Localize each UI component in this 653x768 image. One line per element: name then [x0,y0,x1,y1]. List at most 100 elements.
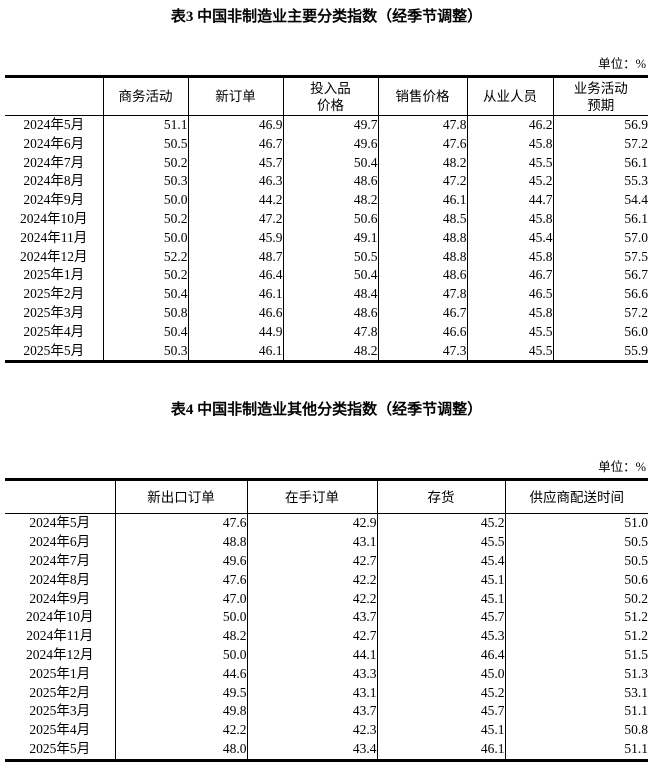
index-value: 45.5 [466,322,553,342]
row-month-label: 2024年10月 [26,609,94,625]
index-value: 49.5 [114,683,247,703]
index-value: 47.6 [114,570,247,590]
index-value: 50.5 [282,247,378,267]
row-month-label: 2024年9月 [29,590,91,606]
index-value: 51.1 [504,702,648,722]
index-value: 56.7 [552,266,648,286]
table-row: 2025年2月 50.4 46.1 48.4 47.8 46.5 56.6 [5,285,648,304]
table-row: 2025年2月 49.5 43.1 45.2 53.1 [5,683,648,703]
table-row: 2024年12月 52.2 48.7 50.5 48.8 45.8 57.5 [5,247,648,267]
column-header: 新订单 [187,76,283,116]
index-value: 47.6 [377,134,467,154]
index-value: 45.3 [376,627,505,646]
index-value: 48.8 [377,228,467,248]
index-value: 45.8 [466,209,553,229]
index-value: 45.4 [376,551,505,571]
row-month-label: 2025年3月 [29,703,91,719]
table-row: 2024年6月 48.8 43.1 45.5 50.5 [5,533,648,552]
index-value: 49.1 [282,228,378,248]
index-value: 54.4 [552,191,648,210]
index-value: 51.2 [504,627,648,646]
index-value: 56.6 [552,285,648,304]
index-value: 55.9 [552,341,648,362]
index-value: 48.2 [377,153,467,173]
column-header: 存货 [376,479,505,515]
index-value: 42.3 [246,721,377,740]
table-row: 2024年8月 47.6 42.2 45.1 50.6 [5,570,648,590]
index-value: 45.7 [187,153,283,173]
row-month-label: 2024年6月 [23,135,85,151]
index-value: 50.5 [102,134,188,154]
table-row: 2024年11月 50.0 45.9 49.1 48.8 45.4 57.0 [5,228,648,248]
index-value: 50.8 [102,303,188,323]
index-value: 51.5 [504,645,648,665]
table4-section: 表4 中国非制造业其他分类指数（经季节调整） 单位：% 新出口订单 在手订单 存… [0,400,653,762]
table-row: 2024年9月 47.0 42.2 45.1 50.2 [5,589,648,609]
table3-unit-label: 单位：% [598,57,646,71]
table3-body: 2024年5月 51.1 46.9 49.7 47.8 46.2 56.9 2024年6月 50… [5,115,648,362]
index-value: 48.5 [377,209,467,229]
row-month-label: 2024年11月 [20,229,88,245]
column-header: 供应商配送时间 [504,479,648,515]
index-value: 43.7 [246,608,377,628]
index-value: 50.4 [102,285,188,304]
index-value: 46.3 [187,172,283,192]
index-value: 48.6 [282,172,378,192]
index-value: 44.1 [246,645,377,665]
index-value: 51.3 [504,664,648,684]
index-value: 44.6 [114,664,247,684]
index-value: 42.2 [246,589,377,609]
index-value: 48.2 [282,341,378,362]
row-month-label: 2024年5月 [29,515,91,531]
index-value: 56.0 [552,322,648,342]
row-month-label: 2024年12月 [20,248,88,264]
index-value: 57.0 [552,228,648,248]
column-header: 从业人员 [466,76,553,116]
index-value: 48.6 [377,266,467,286]
column-header: 销售价格 [377,76,467,116]
index-value: 45.9 [187,228,283,248]
index-value: 45.1 [376,570,505,590]
index-value: 50.4 [282,266,378,286]
index-value: 47.8 [377,285,467,304]
index-value: 47.8 [282,322,378,342]
index-value: 43.1 [246,533,377,552]
table3-section: 表3 中国非制造业主要分类指数（经季节调整） 单位：% 商务活动 新订单 投入品… [0,0,653,364]
index-value: 46.1 [187,341,283,362]
row-month-label: 2024年12月 [26,646,94,662]
table-row: 2024年11月 48.2 42.7 45.3 51.2 [5,627,648,646]
table4-title: 表4 中国非制造业其他分类指数（经季节调整） [170,402,483,419]
index-value: 45.7 [376,608,505,628]
row-month-label: 2025年1月 [23,267,85,283]
column-header: 在手订单 [246,479,377,515]
column-header: 商务活动 [102,76,188,116]
index-value: 42.2 [114,721,247,740]
index-value: 46.9 [187,115,283,135]
index-value: 43.1 [246,683,377,703]
index-value: 56.1 [552,153,648,173]
index-value: 48.7 [187,247,283,267]
index-value: 50.2 [102,209,188,229]
index-value: 47.6 [114,513,247,534]
index-value: 57.2 [552,303,648,323]
index-value: 47.3 [377,341,467,362]
index-value: 50.0 [114,645,247,665]
table3-corner-cell [5,76,103,116]
table-row: 2025年4月 50.4 44.9 47.8 46.6 45.5 56.0 [5,322,648,342]
index-value: 45.7 [376,702,505,722]
row-month-label: 2025年5月 [29,740,91,756]
index-value: 50.5 [504,533,648,552]
index-value: 45.5 [466,341,553,362]
index-value: 50.2 [102,266,188,286]
table3-header-row: 商务活动 新订单 投入品 价格 销售价格 从业人员 业务活动 预期 [5,76,648,116]
index-value: 49.8 [114,702,247,722]
table-row: 2025年3月 49.8 43.7 45.7 51.1 [5,702,648,722]
index-value: 43.4 [246,739,377,761]
row-month-label: 2025年2月 [29,684,91,700]
index-value: 44.9 [187,322,283,342]
index-value: 48.2 [282,191,378,210]
index-value: 47.8 [377,115,467,135]
index-value: 56.9 [552,115,648,135]
row-month-label: 2024年9月 [23,192,85,208]
